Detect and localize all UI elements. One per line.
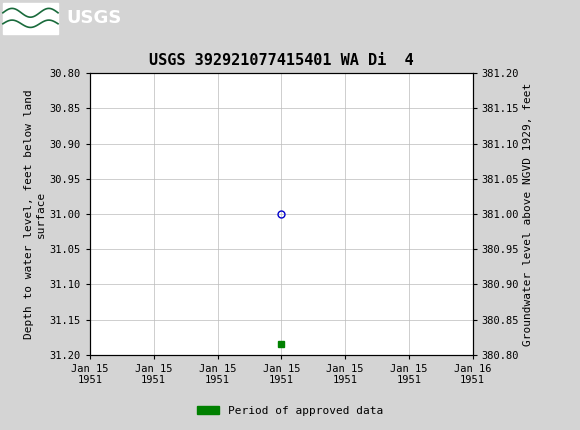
Title: USGS 392921077415401 WA Di  4: USGS 392921077415401 WA Di 4 <box>149 53 414 68</box>
Y-axis label: Groundwater level above NGVD 1929, feet: Groundwater level above NGVD 1929, feet <box>523 82 534 346</box>
Y-axis label: Depth to water level, feet below land
surface: Depth to water level, feet below land su… <box>24 89 45 339</box>
Text: USGS: USGS <box>67 9 122 27</box>
FancyBboxPatch shape <box>3 3 58 34</box>
Legend: Period of approved data: Period of approved data <box>193 401 387 420</box>
